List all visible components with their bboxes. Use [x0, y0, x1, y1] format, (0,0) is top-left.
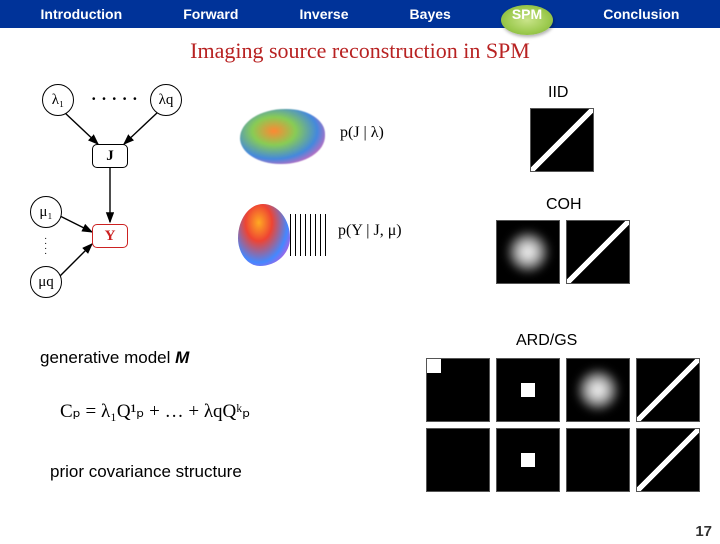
matrix-coh-1 — [496, 220, 560, 284]
matrix-ard-8 — [636, 428, 700, 492]
nav-item-bayes[interactable]: Bayes — [410, 6, 451, 22]
nav-item-inverse[interactable]: Inverse — [299, 6, 348, 22]
electrode-array-icon — [290, 214, 326, 256]
label-coh: COH — [546, 196, 582, 214]
generative-model-text: generative model — [40, 348, 170, 367]
label-ardgs: ARD/GS — [516, 332, 577, 350]
node-lambda1: λ₁ — [42, 84, 74, 116]
formula-p-j-lambda: p(J | λ) — [340, 124, 384, 142]
matrix-ard-4 — [636, 358, 700, 422]
matrix-ard-6 — [496, 428, 560, 492]
page-number: 17 — [695, 523, 712, 540]
hdots: • • • • • — [92, 94, 139, 105]
formula-p-y-jmu: p(Y | J, μ) — [338, 222, 402, 240]
generative-model-label: generative model M — [40, 348, 189, 368]
matrix-iid — [530, 108, 594, 172]
nav-item-spm-label: SPM — [512, 6, 542, 22]
brain-surface-icon — [240, 109, 325, 164]
node-mu1: μ₁ — [30, 196, 62, 228]
matrix-ard-3 — [566, 358, 630, 422]
nav-item-forward[interactable]: Forward — [183, 6, 238, 22]
matrix-ard-7 — [566, 428, 630, 492]
vdots: ···· — [44, 236, 47, 256]
node-lambdaq: λq — [150, 84, 182, 116]
nav-bar: Introduction Forward Inverse Bayes SPM C… — [0, 0, 720, 28]
nav-item-spm[interactable]: SPM — [512, 6, 542, 22]
node-muq: μq — [30, 266, 62, 298]
node-j: J — [92, 144, 128, 168]
nav-item-conclusion[interactable]: Conclusion — [603, 6, 679, 22]
covariance-equation: Cₚ = λ₁Q¹ₚ + … + λqQᵏₚ — [60, 400, 250, 423]
label-iid: IID — [548, 84, 568, 102]
graphical-model: λ₁ λq • • • • • J μ₁ Y ···· μq — [30, 84, 230, 334]
matrix-ard-5 — [426, 428, 490, 492]
matrix-coh-2 — [566, 220, 630, 284]
head-model-icon — [238, 204, 290, 266]
slide-content: λ₁ λq • • • • • J μ₁ Y ···· μq p(J | λ) … — [0, 64, 720, 544]
prior-covariance-label: prior covariance structure — [50, 462, 242, 482]
nav-item-introduction[interactable]: Introduction — [41, 6, 123, 22]
slide-title: Imaging source reconstruction in SPM — [0, 38, 720, 64]
node-y: Y — [92, 224, 128, 248]
matrix-ard-2 — [496, 358, 560, 422]
matrix-ard-1 — [426, 358, 490, 422]
generative-model-symbol: M — [175, 348, 189, 367]
